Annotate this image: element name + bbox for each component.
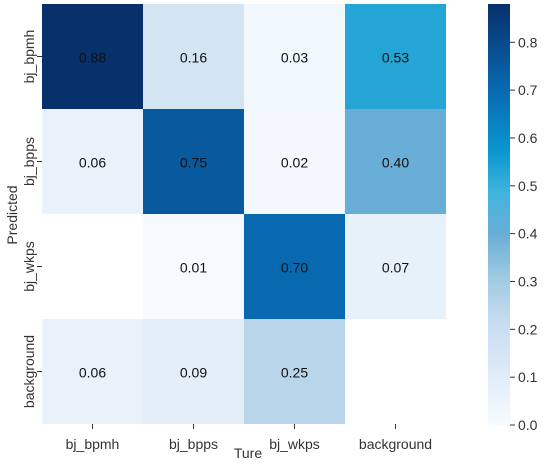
heatmap-cell-label: 0.03 [281, 50, 308, 66]
heatmap-cell [143, 109, 244, 214]
colorbar-tick-label: 0.5 [518, 178, 538, 194]
heatmap-cell-label: 0.70 [281, 260, 308, 276]
heatmap-cell [345, 214, 446, 319]
colorbar-tick-label: 0.8 [518, 34, 538, 50]
heatmap-cell [143, 4, 244, 109]
heatmap-cell [244, 319, 345, 424]
y-tick-label: background [21, 335, 37, 408]
heatmap-cell-label: 0.01 [180, 260, 207, 276]
heatmap-cell [143, 214, 244, 319]
heatmap-cells [42, 4, 446, 424]
x-tick-label: bj_bpmh [66, 436, 120, 452]
y-tick-label: bj_wkps [21, 241, 37, 292]
heatmap-cell [42, 319, 143, 424]
heatmap-cell [244, 214, 345, 319]
x-axis-label: Ture [234, 445, 262, 461]
heatmap-cell [345, 319, 446, 424]
heatmap-cell [42, 214, 143, 319]
heatmap-cell-label: 0.06 [79, 365, 106, 381]
heatmap-cell [42, 109, 143, 214]
y-axis-label: Predicted [4, 185, 20, 244]
colorbar-tick-label: 0.2 [518, 321, 538, 337]
heatmap-cell [244, 109, 345, 214]
y-tick-label: bj_bpmh [21, 30, 37, 84]
heatmap-cell-label: 0.16 [180, 50, 207, 66]
heatmap-cell [345, 109, 446, 214]
colorbar-tick-label: 0.6 [518, 130, 538, 146]
colorbar-tick-label: 0.3 [518, 273, 538, 289]
colorbar-gradient [488, 4, 510, 425]
heatmap-cell-label: 0.25 [281, 365, 308, 381]
x-axis-ticks: bj_bpmh bj_bpps bj_wkps background [66, 424, 432, 452]
colorbar-tick-label: 0.1 [518, 369, 538, 385]
heatmap-cell [345, 4, 446, 109]
heatmap-cell-label: 0.40 [382, 155, 409, 171]
colorbar-tick-label: 0.0 [518, 417, 538, 433]
heatmap-cell-label: 0.06 [79, 155, 106, 171]
heatmap-cell-label: 0.53 [382, 50, 409, 66]
x-tick-label: bj_wkps [269, 436, 320, 452]
colorbar: 0.0 0.1 0.2 0.3 0.4 0.5 0.6 0.7 0.8 [488, 4, 538, 433]
colorbar-ticks: 0.0 0.1 0.2 0.3 0.4 0.5 0.6 0.7 0.8 [510, 34, 538, 433]
y-axis-ticks: bj_bpmh bj_bpps bj_wkps background [21, 30, 42, 408]
heatmap-cell [42, 4, 143, 109]
heatmap-cell-label: 0.07 [382, 260, 409, 276]
x-tick-label: bj_bpps [169, 436, 218, 452]
heatmap-cell [143, 319, 244, 424]
heatmap-cell-label: 0.09 [180, 365, 207, 381]
colorbar-tick-label: 0.7 [518, 82, 538, 98]
colorbar-tick-label: 0.4 [518, 226, 538, 242]
y-tick-label: bj_bpps [21, 137, 37, 186]
heatmap-cell-label: 0.88 [79, 50, 106, 66]
heatmap-cell-label: 0.75 [180, 155, 207, 171]
heatmap-cell-label: 0.02 [281, 155, 308, 171]
x-tick-label: background [359, 436, 432, 452]
heatmap-cell-labels: 0.88 0.16 0.03 0.53 0.06 0.75 0.02 0.40 0.01 0.70… [79, 50, 409, 381]
heatmap-cell [244, 4, 345, 109]
